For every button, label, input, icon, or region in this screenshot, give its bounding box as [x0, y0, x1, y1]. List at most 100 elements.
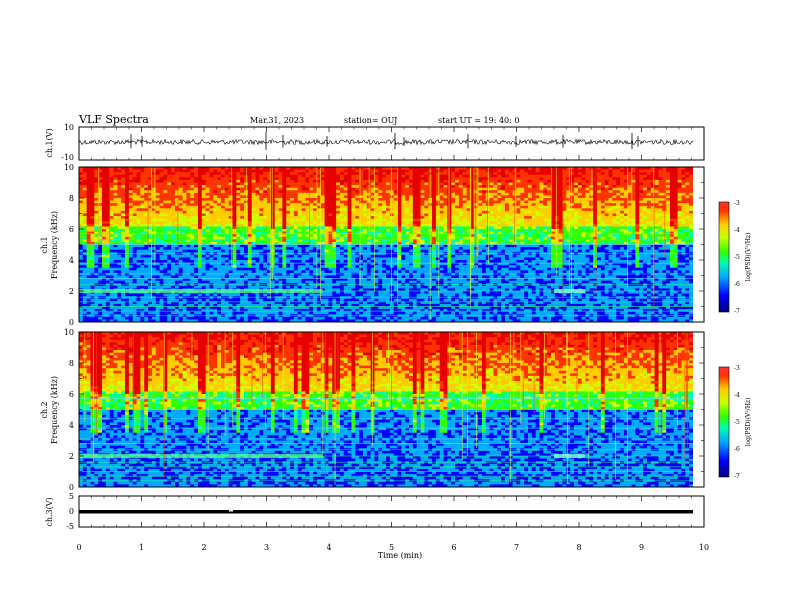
spectrogram-cell — [301, 185, 306, 189]
spectrogram-cell — [224, 249, 230, 253]
spectrogram-cell — [355, 187, 360, 191]
spectrogram-cell — [305, 247, 310, 251]
spectrogram-cell — [247, 177, 253, 181]
spectrogram-cell — [224, 167, 230, 170]
spectrogram-cell — [163, 278, 168, 282]
spectrogram-cell — [228, 192, 233, 196]
spectrogram-cell — [370, 218, 375, 222]
spectrogram-cell — [255, 272, 260, 276]
spectrogram-cell — [155, 192, 160, 196]
spectrogram-cell — [382, 280, 387, 284]
spectrogram-cell — [328, 298, 333, 302]
spectrogram-cell — [224, 195, 230, 199]
spectrogram-cell — [328, 223, 333, 227]
spectrogram-cell — [362, 221, 368, 225]
spectrogram-cell — [102, 254, 107, 258]
spectrogram-cell — [174, 239, 180, 243]
spectrogram-cell — [244, 257, 249, 261]
spectrogram-cell — [128, 241, 134, 245]
spectrogram-cell — [98, 303, 103, 307]
spectrogram-cell — [105, 182, 111, 186]
spectrogram-cell — [144, 192, 149, 196]
spectrogram-cell — [228, 280, 233, 284]
spectrogram-cell — [278, 311, 283, 315]
spectrogram-cell — [236, 319, 241, 323]
spectrogram-cell — [82, 275, 88, 279]
spectrogram-cell — [378, 203, 383, 207]
spectrogram-cell — [336, 213, 341, 217]
spectrogram-cell — [128, 239, 134, 243]
spectrogram-cell — [224, 213, 230, 217]
spectrogram-cell — [167, 208, 172, 212]
spectrogram-cell — [132, 208, 137, 212]
spectrogram-cell — [186, 311, 191, 315]
ch1-ytick-bottom: -10 — [61, 153, 74, 162]
spectrogram-cell — [290, 203, 295, 207]
spectrogram-cell — [117, 241, 122, 245]
spectrogram-cell — [259, 280, 264, 284]
spectrogram-cell — [351, 167, 356, 170]
spectrogram-cell — [270, 244, 276, 248]
spectrogram-cell — [163, 226, 168, 230]
spectrogram-cell — [324, 221, 329, 225]
spectrogram-cell — [270, 247, 276, 251]
spectrogram-cell — [174, 185, 180, 189]
spectrogram-cell — [90, 301, 95, 305]
spectrogram-cell — [309, 198, 314, 201]
spectrogram-cell — [155, 309, 160, 313]
spectrogram-cell — [228, 169, 233, 173]
spectrogram-cell — [324, 244, 329, 248]
spectrogram-cell — [305, 167, 310, 170]
spectrogram-cell — [209, 244, 214, 248]
spectrogram-cell — [251, 278, 256, 282]
spectrogram-cell — [171, 208, 176, 212]
spectrogram-cell — [282, 190, 287, 194]
spectrogram-cell — [109, 226, 114, 230]
spectrogram-cell — [351, 267, 356, 271]
spectrogram-cell — [263, 301, 268, 305]
spectrogram-cell — [155, 203, 160, 207]
spectrogram-cell — [228, 229, 233, 232]
spectrogram-cell — [347, 169, 352, 173]
spectrogram-cell — [259, 267, 264, 271]
spectrogram-cell — [378, 265, 383, 269]
spectrogram-cell — [167, 247, 172, 251]
spectrogram-cell — [263, 203, 268, 207]
spectrogram-cell — [186, 254, 191, 258]
spectrogram-cell — [113, 262, 118, 266]
spectrogram-cell — [274, 293, 279, 297]
spectrogram-cell — [274, 236, 279, 240]
spectrogram-cell — [251, 257, 256, 261]
spectrogram-cell — [339, 172, 345, 176]
spectrogram-cell — [113, 309, 118, 313]
spectrogram-cell — [332, 213, 337, 217]
spectrogram-cell — [132, 278, 137, 282]
spectrogram-cell — [98, 298, 103, 302]
spectrogram-cell — [98, 179, 103, 183]
spectrogram-cell — [201, 309, 207, 313]
spectrogram-cell — [274, 195, 279, 199]
spectrogram-cell — [167, 185, 172, 189]
spectrogram-cell — [155, 198, 160, 201]
spectrogram-cell — [240, 182, 245, 186]
spectrogram-cell — [374, 296, 379, 300]
spectrogram-cell — [178, 239, 184, 243]
spectrogram-cell — [148, 192, 153, 196]
spectrogram-cell — [332, 203, 337, 207]
spectrogram-cell — [174, 216, 180, 220]
spectrogram-cell — [320, 296, 325, 300]
spectrogram-cell — [167, 278, 172, 282]
spectrogram-cell — [270, 249, 276, 253]
spectrogram-cell — [128, 293, 134, 297]
spectrogram-cell — [197, 179, 203, 183]
spectrogram-cell — [186, 270, 191, 274]
spectrogram-cell — [240, 301, 245, 305]
spectrogram-cell — [167, 213, 172, 217]
spectrogram-cell — [171, 309, 176, 313]
spectrogram-cell — [217, 200, 222, 204]
spectrogram-cell — [174, 270, 180, 274]
spectrogram-cell — [86, 298, 91, 302]
spectrogram-cell — [278, 187, 283, 191]
spectrogram-cell — [305, 208, 310, 212]
spectrogram-cell — [217, 272, 222, 276]
